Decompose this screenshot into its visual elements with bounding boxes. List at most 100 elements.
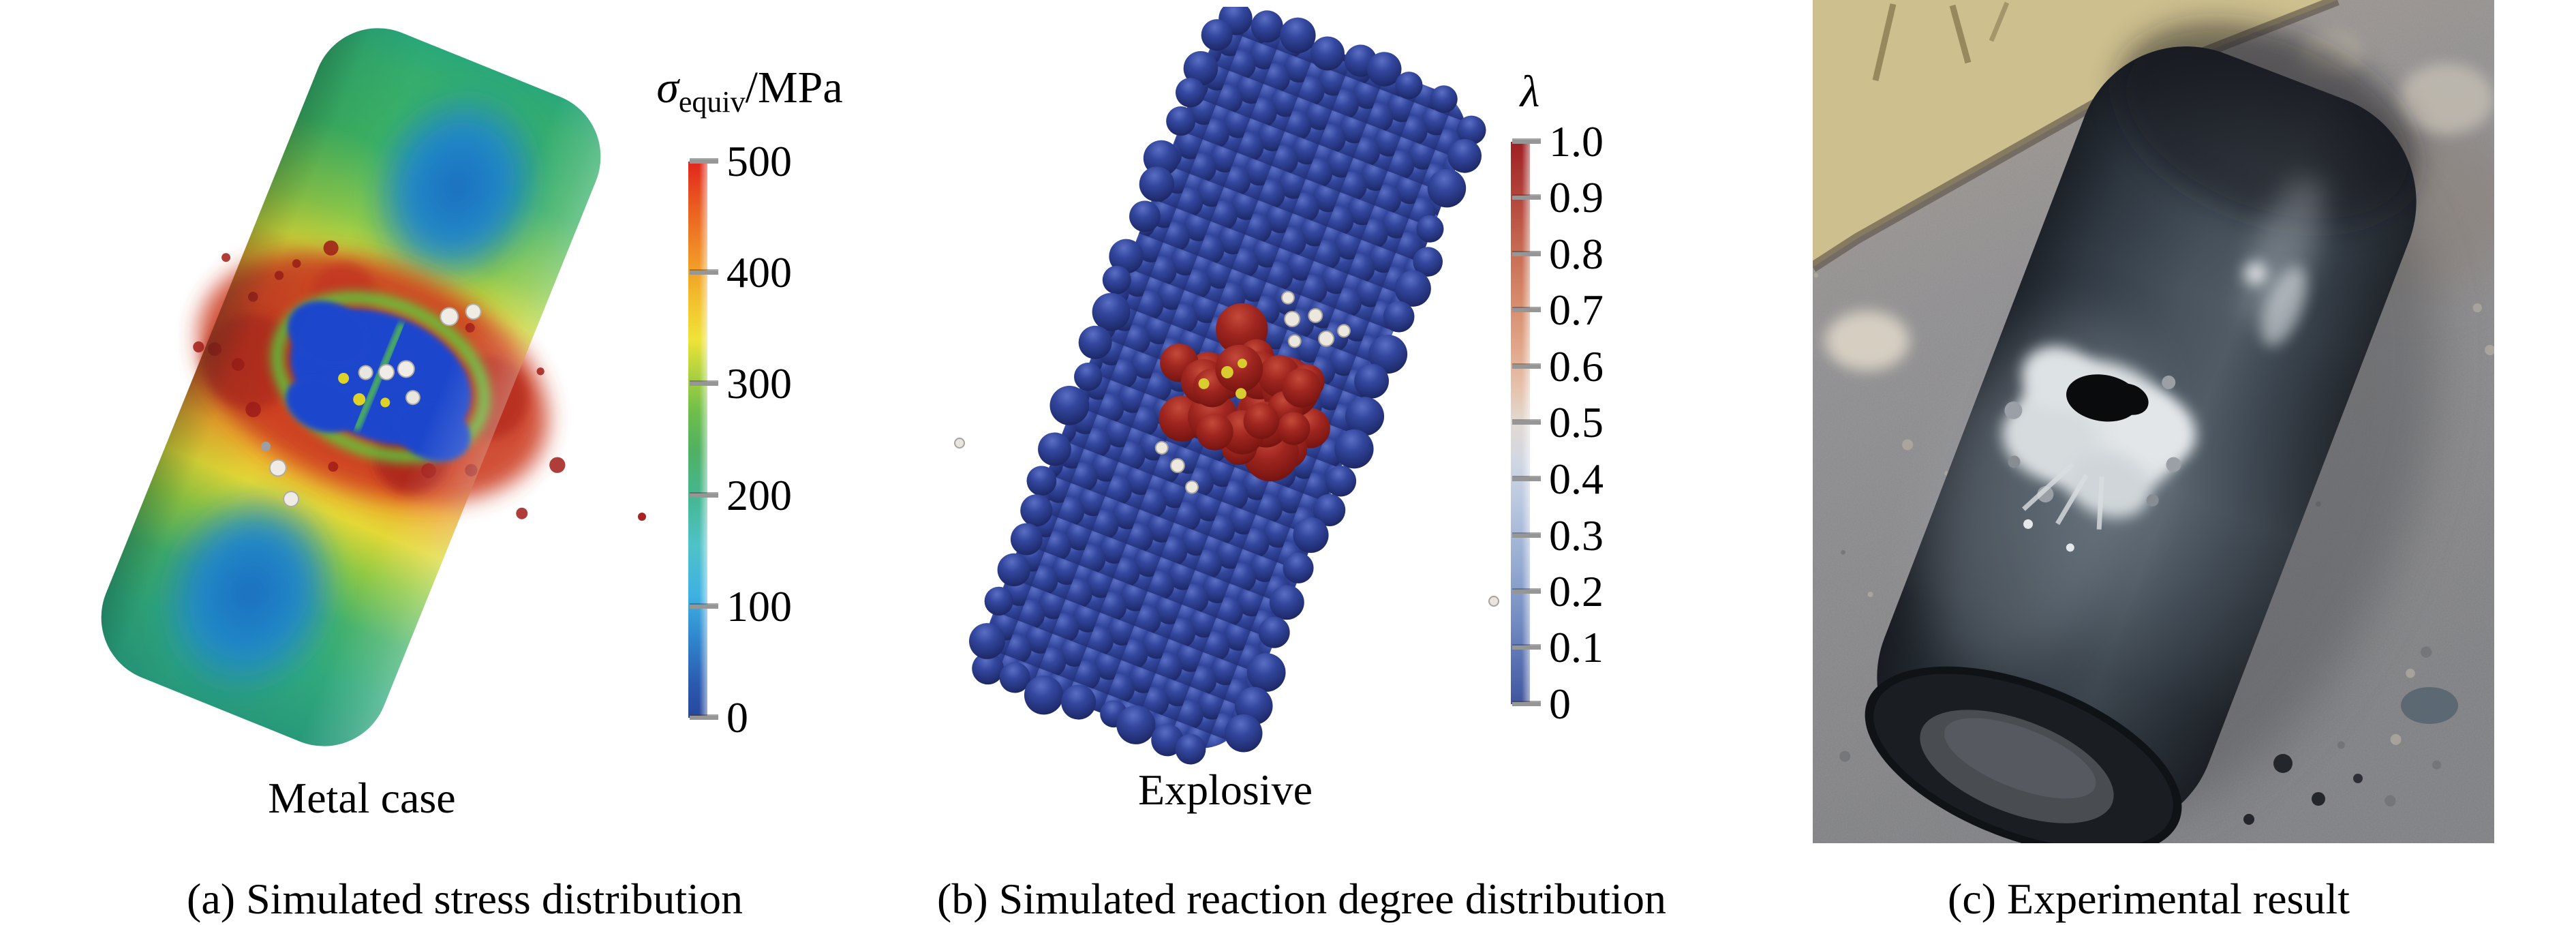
decor-sphere — [1074, 363, 1103, 391]
decor-sphere — [1246, 653, 1286, 692]
product-particles — [1154, 290, 1351, 494]
decor-sphere — [1395, 72, 1423, 100]
decor-sphere — [1049, 386, 1090, 425]
decor-sphere — [1183, 50, 1218, 86]
tick-label: 500 — [726, 137, 792, 185]
decor-sphere — [1839, 750, 1851, 762]
decor-sphere — [1038, 432, 1071, 466]
decor-sphere — [1061, 684, 1097, 720]
decor-sphere — [1243, 403, 1280, 440]
decor-sphere — [1334, 429, 1374, 469]
blast-mark — [2002, 346, 2196, 552]
decor-sphere — [2406, 668, 2415, 678]
caption-b: (b) Simulated reaction degree distributi… — [937, 875, 1666, 923]
tick-mark — [1512, 646, 1541, 650]
decor-sphere — [2485, 344, 2494, 356]
decor-sphere — [1109, 239, 1144, 274]
decor-sphere — [1166, 106, 1196, 136]
decor-sphere — [221, 253, 231, 262]
metal-case-cylinder — [101, 28, 601, 746]
decor-sphere — [1258, 616, 1290, 648]
decor-sphere — [1024, 675, 1064, 715]
tick-label: 0 — [1549, 680, 1571, 728]
stray-particle — [1488, 596, 1499, 607]
tick-mark — [690, 271, 718, 275]
cylinder-end-cap — [1865, 666, 2182, 843]
decor-sphere — [1416, 215, 1444, 243]
decor-sphere — [1293, 517, 1329, 554]
decor-sphere — [1345, 397, 1385, 436]
decor-sphere — [1430, 85, 1458, 113]
stress-colorbar — [688, 162, 707, 718]
tick-mark — [690, 494, 718, 498]
reacted-zone — [1159, 303, 1330, 482]
tick-label: 0.3 — [1549, 511, 1604, 560]
stress-distribution-figure — [101, 28, 646, 746]
tick-label: 200 — [726, 471, 792, 519]
stray-particle — [954, 438, 965, 449]
tick-mark — [1512, 196, 1541, 200]
decor-sphere — [2390, 733, 2402, 745]
decor-sphere — [1026, 466, 1057, 496]
tick-label: 0.4 — [1549, 455, 1604, 503]
decor-sphere — [1143, 140, 1180, 177]
decor-sphere — [984, 586, 1013, 616]
decor-sphere — [1310, 36, 1345, 71]
metal-case-label: Metal case — [268, 774, 456, 822]
tick-mark — [1512, 590, 1541, 594]
decor-sphere — [1902, 439, 1914, 451]
decor-sphere — [536, 367, 545, 376]
decor-sphere — [972, 652, 1004, 685]
decor-sphere — [1129, 200, 1161, 232]
decor-sphere — [193, 341, 204, 353]
reaction-colorbar-title: λ — [1462, 68, 1598, 116]
decor-sphere — [1116, 705, 1156, 744]
decor-sphere — [2432, 760, 2442, 770]
decor-sphere — [1102, 265, 1131, 294]
decor-sphere — [1841, 549, 1846, 555]
sigma-symbol: σ — [656, 63, 679, 112]
decor-sphere — [1313, 494, 1346, 527]
explosive-label: Explosive — [1138, 765, 1313, 814]
tick-label: 300 — [726, 359, 792, 408]
decor-sphere — [549, 457, 566, 473]
decor-sphere — [1325, 466, 1357, 497]
stone — [2399, 63, 2494, 134]
decor-sphere — [1456, 115, 1486, 145]
tick-mark — [690, 605, 718, 609]
tick-mark — [1512, 252, 1541, 256]
caption-c: (c) Experimental result — [1948, 875, 2350, 923]
decor-sphere — [1447, 139, 1482, 173]
decor-sphere — [1280, 17, 1316, 54]
decor-sphere — [997, 553, 1030, 587]
tick-label: 0.9 — [1549, 173, 1604, 222]
tick-label: 0.1 — [1549, 623, 1604, 671]
decor-sphere — [1383, 301, 1415, 333]
decor-sphere — [1020, 494, 1053, 527]
tick-mark — [690, 160, 718, 164]
decor-sphere — [1394, 270, 1431, 307]
tick-mark — [690, 716, 718, 720]
decor-sphere — [1277, 412, 1310, 445]
decor-sphere — [1269, 585, 1304, 620]
tick-mark — [1512, 702, 1541, 706]
lambda-symbol: λ — [1520, 67, 1540, 117]
tick-label: 0.8 — [1549, 230, 1604, 278]
tick-label: 0.7 — [1549, 286, 1604, 334]
stray-speck — [638, 513, 646, 521]
decor-sphere — [2385, 795, 2396, 806]
decor-sphere — [1283, 552, 1314, 583]
decor-sphere — [1427, 168, 1467, 208]
decor-sphere — [1282, 368, 1321, 408]
decor-sphere — [1867, 591, 1873, 598]
tick-label: 0.2 — [1549, 567, 1604, 616]
tick-label: 100 — [726, 582, 792, 631]
decor-sphere — [1201, 19, 1233, 51]
tick-label: 0.5 — [1549, 398, 1604, 446]
reaction-degree-figure — [954, 7, 1499, 765]
tick-mark — [1512, 365, 1541, 369]
decor-sphere — [1175, 733, 1206, 765]
experimental-photo — [1813, 0, 2494, 843]
decor-sphere — [1251, 10, 1283, 43]
